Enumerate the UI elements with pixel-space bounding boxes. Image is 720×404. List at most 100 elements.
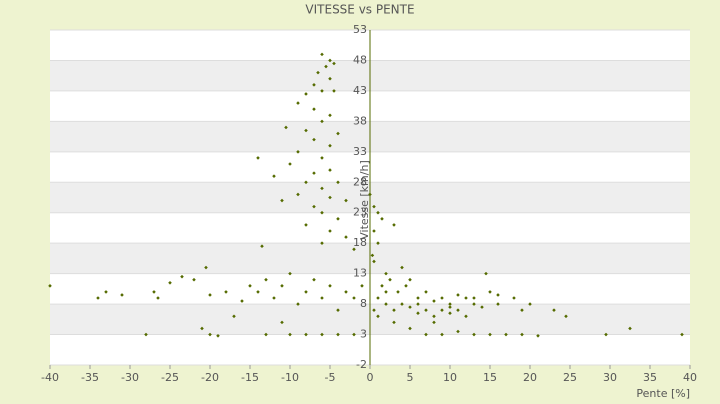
point bbox=[304, 180, 308, 185]
point bbox=[484, 271, 488, 276]
point bbox=[316, 70, 320, 75]
point bbox=[440, 296, 444, 300]
point bbox=[288, 332, 292, 337]
point bbox=[376, 314, 380, 319]
point bbox=[376, 296, 380, 300]
point bbox=[388, 277, 392, 282]
point bbox=[416, 302, 420, 306]
point bbox=[336, 308, 340, 312]
point bbox=[336, 180, 340, 185]
point bbox=[272, 174, 276, 178]
point bbox=[104, 290, 108, 294]
point bbox=[370, 253, 375, 258]
point bbox=[488, 290, 492, 294]
x-tick-label: -10 bbox=[281, 371, 299, 384]
point bbox=[472, 332, 476, 337]
x-tick-label: 20 bbox=[523, 371, 537, 384]
y-tick-label: -2 bbox=[356, 358, 367, 371]
point bbox=[208, 332, 212, 337]
point bbox=[344, 235, 348, 239]
point bbox=[208, 293, 212, 297]
point bbox=[312, 204, 316, 209]
y-tick-label: 13 bbox=[353, 267, 367, 280]
point bbox=[272, 296, 276, 300]
y-tick-label: 48 bbox=[353, 53, 367, 66]
point bbox=[288, 162, 292, 166]
point bbox=[240, 299, 244, 303]
point bbox=[680, 332, 684, 337]
point bbox=[296, 101, 300, 105]
point bbox=[448, 302, 452, 306]
point bbox=[432, 314, 436, 319]
point bbox=[384, 290, 388, 294]
point bbox=[396, 290, 400, 294]
point bbox=[472, 302, 476, 306]
point bbox=[536, 333, 540, 338]
point bbox=[312, 171, 316, 175]
point bbox=[296, 150, 300, 154]
point bbox=[328, 168, 332, 172]
point bbox=[280, 320, 284, 325]
point bbox=[352, 296, 356, 300]
point bbox=[320, 52, 324, 57]
y-tick-label: 18 bbox=[353, 236, 367, 249]
y-tick-label: 33 bbox=[353, 145, 367, 158]
point bbox=[448, 305, 452, 309]
point bbox=[336, 217, 340, 221]
point bbox=[328, 195, 332, 200]
point bbox=[156, 296, 160, 300]
point bbox=[424, 308, 428, 312]
x-tick-label: -35 bbox=[81, 371, 99, 384]
point bbox=[48, 284, 52, 288]
point bbox=[440, 332, 444, 337]
point bbox=[488, 332, 492, 337]
y-axis-label: Vitesse [km/h] bbox=[358, 160, 371, 240]
point bbox=[408, 326, 412, 331]
point bbox=[232, 314, 236, 319]
point bbox=[288, 271, 292, 276]
point bbox=[260, 244, 264, 249]
point bbox=[304, 92, 308, 96]
point bbox=[120, 293, 124, 297]
point bbox=[328, 76, 332, 81]
point bbox=[416, 311, 420, 316]
point bbox=[304, 128, 308, 133]
y-tick-label: 28 bbox=[353, 175, 367, 188]
point bbox=[400, 265, 404, 270]
point bbox=[448, 311, 452, 316]
x-tick-label: 5 bbox=[407, 371, 414, 384]
point bbox=[320, 210, 324, 215]
x-tick-label: 40 bbox=[683, 371, 697, 384]
point bbox=[376, 241, 380, 245]
point bbox=[256, 290, 260, 294]
point bbox=[296, 302, 300, 306]
point bbox=[280, 284, 284, 288]
point bbox=[352, 332, 356, 337]
point bbox=[168, 280, 172, 285]
point bbox=[480, 305, 484, 309]
point bbox=[264, 277, 268, 282]
point bbox=[604, 332, 608, 337]
point bbox=[372, 204, 376, 209]
y-tick-label: 23 bbox=[353, 206, 367, 219]
point bbox=[384, 271, 388, 276]
point bbox=[336, 131, 340, 136]
point bbox=[320, 119, 324, 124]
point bbox=[324, 64, 328, 69]
point bbox=[312, 107, 316, 111]
point bbox=[328, 229, 332, 233]
point bbox=[528, 302, 532, 306]
point bbox=[384, 302, 388, 306]
point bbox=[552, 308, 556, 312]
point bbox=[312, 137, 316, 142]
x-tick-label: -30 bbox=[121, 371, 139, 384]
point bbox=[496, 302, 500, 306]
point bbox=[336, 332, 340, 337]
point bbox=[424, 290, 428, 294]
point bbox=[320, 186, 324, 191]
point bbox=[408, 277, 412, 282]
point bbox=[520, 308, 524, 312]
point bbox=[392, 320, 396, 325]
x-tick-label: 35 bbox=[643, 371, 657, 384]
point bbox=[296, 192, 300, 197]
